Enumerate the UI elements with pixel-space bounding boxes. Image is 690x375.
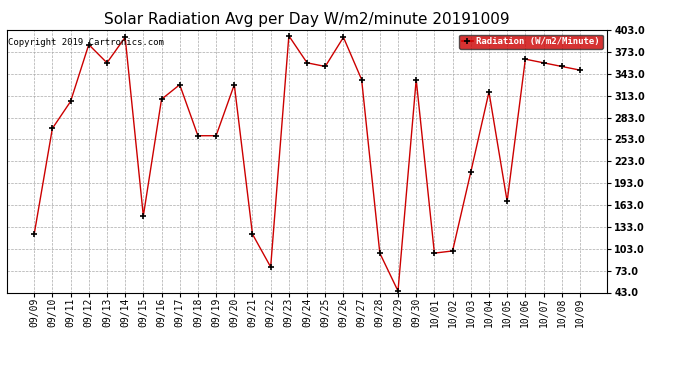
Text: Copyright 2019 Cartronics.com: Copyright 2019 Cartronics.com [8,38,164,47]
Title: Solar Radiation Avg per Day W/m2/minute 20191009: Solar Radiation Avg per Day W/m2/minute … [104,12,510,27]
Legend: Radiation (W/m2/Minute): Radiation (W/m2/Minute) [460,34,602,49]
